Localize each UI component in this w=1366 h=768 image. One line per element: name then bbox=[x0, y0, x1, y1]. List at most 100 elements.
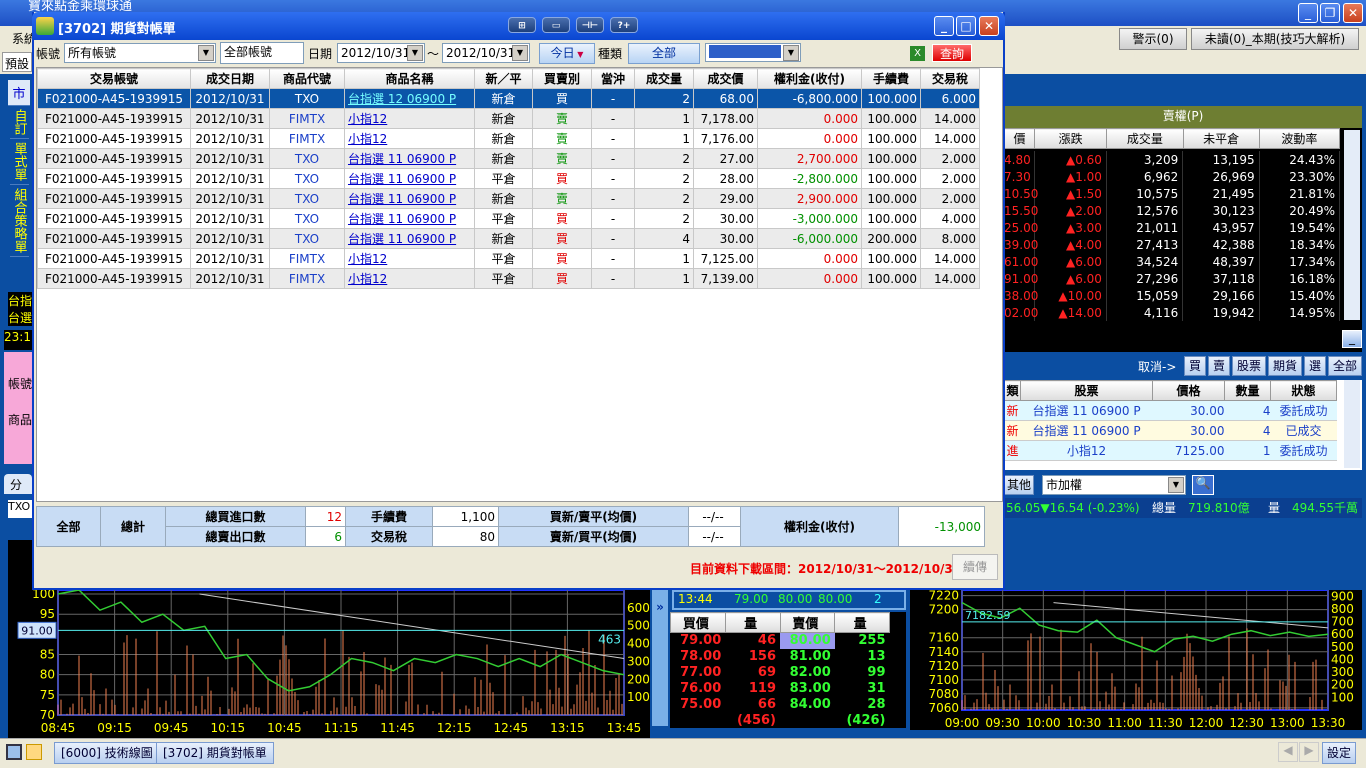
alert-button[interactable]: 警示(0) bbox=[1119, 28, 1187, 50]
excel-export-icon[interactable]: X bbox=[910, 46, 925, 61]
order-row[interactable]: 進小指12 7125.00 1 委託成功 bbox=[1004, 440, 1337, 461]
table-row[interactable]: F021000-A45-1939915 2012/10/31 TXO 台指選 11 0… bbox=[37, 208, 980, 229]
dialog-maximize-button[interactable]: □ bbox=[956, 16, 976, 36]
app-minimize-button[interactable]: _ bbox=[1298, 3, 1318, 23]
cancel-5-button[interactable]: 全部 bbox=[1328, 356, 1362, 376]
put-row[interactable]: 15.50 ▲2.00 12,576 30,123 20.49% bbox=[1004, 202, 1341, 219]
put-row[interactable]: 38.00 ▲10.00 15,059 29,166 15.40% bbox=[1004, 287, 1341, 304]
product-link[interactable]: 台指選 11 06900 P bbox=[348, 192, 457, 206]
type-all-button[interactable]: 全部 bbox=[628, 43, 700, 64]
column-header[interactable]: 成交量 bbox=[634, 68, 694, 89]
y-tick: 85 bbox=[40, 648, 55, 662]
put-row[interactable]: 39.00 ▲4.00 27,413 42,388 18.34% bbox=[1004, 236, 1341, 253]
cancel-3-button[interactable]: 期貨 bbox=[1268, 356, 1302, 376]
column-header[interactable]: 權利金(收付) bbox=[757, 68, 862, 89]
table-row[interactable]: F021000-A45-1939915 2012/10/31 FIMTX 小指12 平倉… bbox=[37, 268, 980, 289]
put-row[interactable]: 10.50 ▲1.50 10,575 21,495 21.81% bbox=[1004, 185, 1341, 202]
task-technical-chart[interactable]: [6000] 技術線圖 bbox=[54, 742, 160, 764]
dialog-close-button[interactable]: ✕ bbox=[979, 16, 999, 36]
put-row[interactable]: 61.00 ▲6.00 34,524 48,397 17.34% bbox=[1004, 253, 1341, 270]
app-restore-button[interactable]: ❐ bbox=[1320, 3, 1340, 23]
table-row[interactable]: F021000-A45-1939915 2012/10/31 TXO 台指選 12 0… bbox=[37, 88, 980, 109]
product-link[interactable]: 小指12 bbox=[348, 112, 388, 126]
unread-button[interactable]: 未讀(0)_本期(技巧大解析) bbox=[1191, 28, 1359, 50]
table-row[interactable]: F021000-A45-1939915 2012/10/31 FIMTX 小指12 新倉… bbox=[37, 128, 980, 149]
book-cell: 83.00 bbox=[789, 681, 831, 696]
table-row[interactable]: F021000-A45-1939915 2012/10/31 TXO 台指選 11 0… bbox=[37, 188, 980, 209]
settings-button[interactable]: 設定 bbox=[1322, 742, 1357, 764]
cancel-4-button[interactable]: 選 bbox=[1304, 356, 1326, 376]
order-row[interactable]: 新台指選 11 06900 P 30.00 4 已成交 bbox=[1004, 420, 1337, 441]
put-cell: 23.30% bbox=[1259, 168, 1341, 185]
put-row[interactable]: 7.30 ▲1.00 6,962 26,969 23.30% bbox=[1004, 168, 1341, 185]
column-header[interactable]: 當沖 bbox=[591, 68, 635, 89]
minimize-panel-button[interactable]: _ bbox=[1342, 330, 1362, 348]
tab-market[interactable]: 市 bbox=[8, 80, 30, 106]
column-header[interactable]: 新／平 bbox=[474, 68, 533, 89]
search-icon[interactable]: 🔍 bbox=[1192, 475, 1214, 495]
cancel-0-button[interactable]: 買 bbox=[1184, 356, 1206, 376]
account-name-field[interactable]: 全部帳號 bbox=[220, 42, 304, 64]
symbol-input[interactable]: TXO bbox=[8, 500, 32, 518]
type-select[interactable]: ▼ bbox=[705, 43, 801, 62]
table-row[interactable]: F021000-A45-1939915 2012/10/31 FIMTX 小指12 新倉… bbox=[37, 108, 980, 129]
column-header[interactable]: 交易稅 bbox=[920, 68, 980, 89]
menu-system[interactable]: 系統 bbox=[12, 32, 37, 46]
put-row[interactable]: 25.00 ▲3.00 21,011 43,957 19.54% bbox=[1004, 219, 1341, 236]
other-button[interactable]: 其他 bbox=[1004, 475, 1034, 495]
dialog-title: [3702] 期貨對帳單 bbox=[58, 22, 176, 37]
put-cell: 30,123 bbox=[1182, 202, 1260, 219]
expand-icon[interactable]: » bbox=[652, 590, 668, 726]
column-header[interactable]: 交易帳號 bbox=[37, 68, 191, 89]
task-futures-statement[interactable]: [3702] 期貨對帳單 bbox=[156, 742, 274, 764]
column-header[interactable]: 成交日期 bbox=[190, 68, 270, 89]
tab-single-order[interactable]: 單式單 bbox=[9, 139, 29, 185]
table-row[interactable]: F021000-A45-1939915 2012/10/31 TXO 台指選 11 0… bbox=[37, 228, 980, 249]
product-link[interactable]: 小指12 bbox=[348, 252, 388, 266]
product-link[interactable]: 台指選 11 06900 P bbox=[348, 152, 457, 166]
product-link[interactable]: 小指12 bbox=[348, 132, 388, 146]
table-row[interactable]: F021000-A45-1939915 2012/10/31 FIMTX 小指12 平倉… bbox=[37, 248, 980, 269]
tab-custom[interactable]: 自訂 bbox=[9, 106, 29, 139]
put-scrollbar[interactable] bbox=[1344, 130, 1360, 320]
market-select[interactable]: 市加權 ▼ bbox=[1042, 475, 1186, 495]
tab-default[interactable]: 預設 bbox=[2, 52, 32, 72]
date-from-picker[interactable]: 2012/10/31 ▼ bbox=[337, 43, 425, 63]
product-link[interactable]: 台指選 11 06900 P bbox=[348, 172, 457, 186]
cancel-1-button[interactable]: 賣 bbox=[1208, 356, 1230, 376]
date-to-picker[interactable]: 2012/10/31 ▼ bbox=[442, 43, 530, 63]
layout-icon[interactable]: ⊞ bbox=[508, 17, 536, 33]
app-close-button[interactable]: ✕ bbox=[1343, 3, 1363, 23]
tile-icon[interactable] bbox=[6, 744, 22, 760]
orders-scrollbar[interactable] bbox=[1344, 380, 1360, 468]
query-button[interactable]: 查詢 bbox=[932, 44, 972, 62]
product-link[interactable]: 小指12 bbox=[348, 272, 388, 286]
put-row[interactable]: 91.00 ▲6.00 27,296 37,118 16.18% bbox=[1004, 270, 1341, 287]
order-row[interactable]: 新台指選 11 06900 P 30.00 4 委託成功 bbox=[1004, 400, 1337, 421]
table-row[interactable]: F021000-A45-1939915 2012/10/31 TXO 台指選 11 0… bbox=[37, 168, 980, 189]
resize-icon[interactable]: ⊣⊢ bbox=[576, 17, 604, 33]
today-button[interactable]: 今日 ▼ bbox=[539, 43, 595, 64]
column-header[interactable]: 買賣別 bbox=[532, 68, 592, 89]
continue-button[interactable]: 續傳 bbox=[952, 554, 998, 580]
tab-combo-strategy[interactable]: 組合策略單 bbox=[9, 185, 29, 257]
put-row[interactable]: 02.00 ▲14.00 4,116 19,942 14.95% bbox=[1004, 304, 1341, 321]
column-header[interactable]: 手續費 bbox=[861, 68, 921, 89]
product-link[interactable]: 台指選 11 06900 P bbox=[348, 212, 457, 226]
scroll-right-button[interactable]: ▶ bbox=[1299, 742, 1319, 762]
scroll-left-button[interactable]: ◀ bbox=[1278, 742, 1298, 762]
product-link[interactable]: 台指選 11 06900 P bbox=[348, 232, 457, 246]
dialog-minimize-button[interactable]: _ bbox=[934, 16, 954, 36]
column-header[interactable]: 商品名稱 bbox=[344, 68, 475, 89]
put-row[interactable]: 4.80 ▲0.60 3,209 13,195 24.43% bbox=[1004, 151, 1341, 168]
note-icon[interactable] bbox=[26, 744, 42, 760]
column-header[interactable]: 商品代號 bbox=[269, 68, 345, 89]
table-row[interactable]: F021000-A45-1939915 2012/10/31 TXO 台指選 11 0… bbox=[37, 148, 980, 169]
column-header[interactable]: 成交價 bbox=[693, 68, 758, 89]
cancel-2-button[interactable]: 股票 bbox=[1232, 356, 1266, 376]
product-link[interactable]: 台指選 12 06900 P bbox=[348, 92, 457, 106]
account-select[interactable]: 所有帳號 ▼ bbox=[64, 43, 216, 63]
window-icon[interactable]: ▭ bbox=[542, 17, 570, 33]
help-icon[interactable]: ?+ bbox=[610, 17, 638, 33]
tab-timeshare[interactable]: 分 bbox=[4, 474, 32, 494]
